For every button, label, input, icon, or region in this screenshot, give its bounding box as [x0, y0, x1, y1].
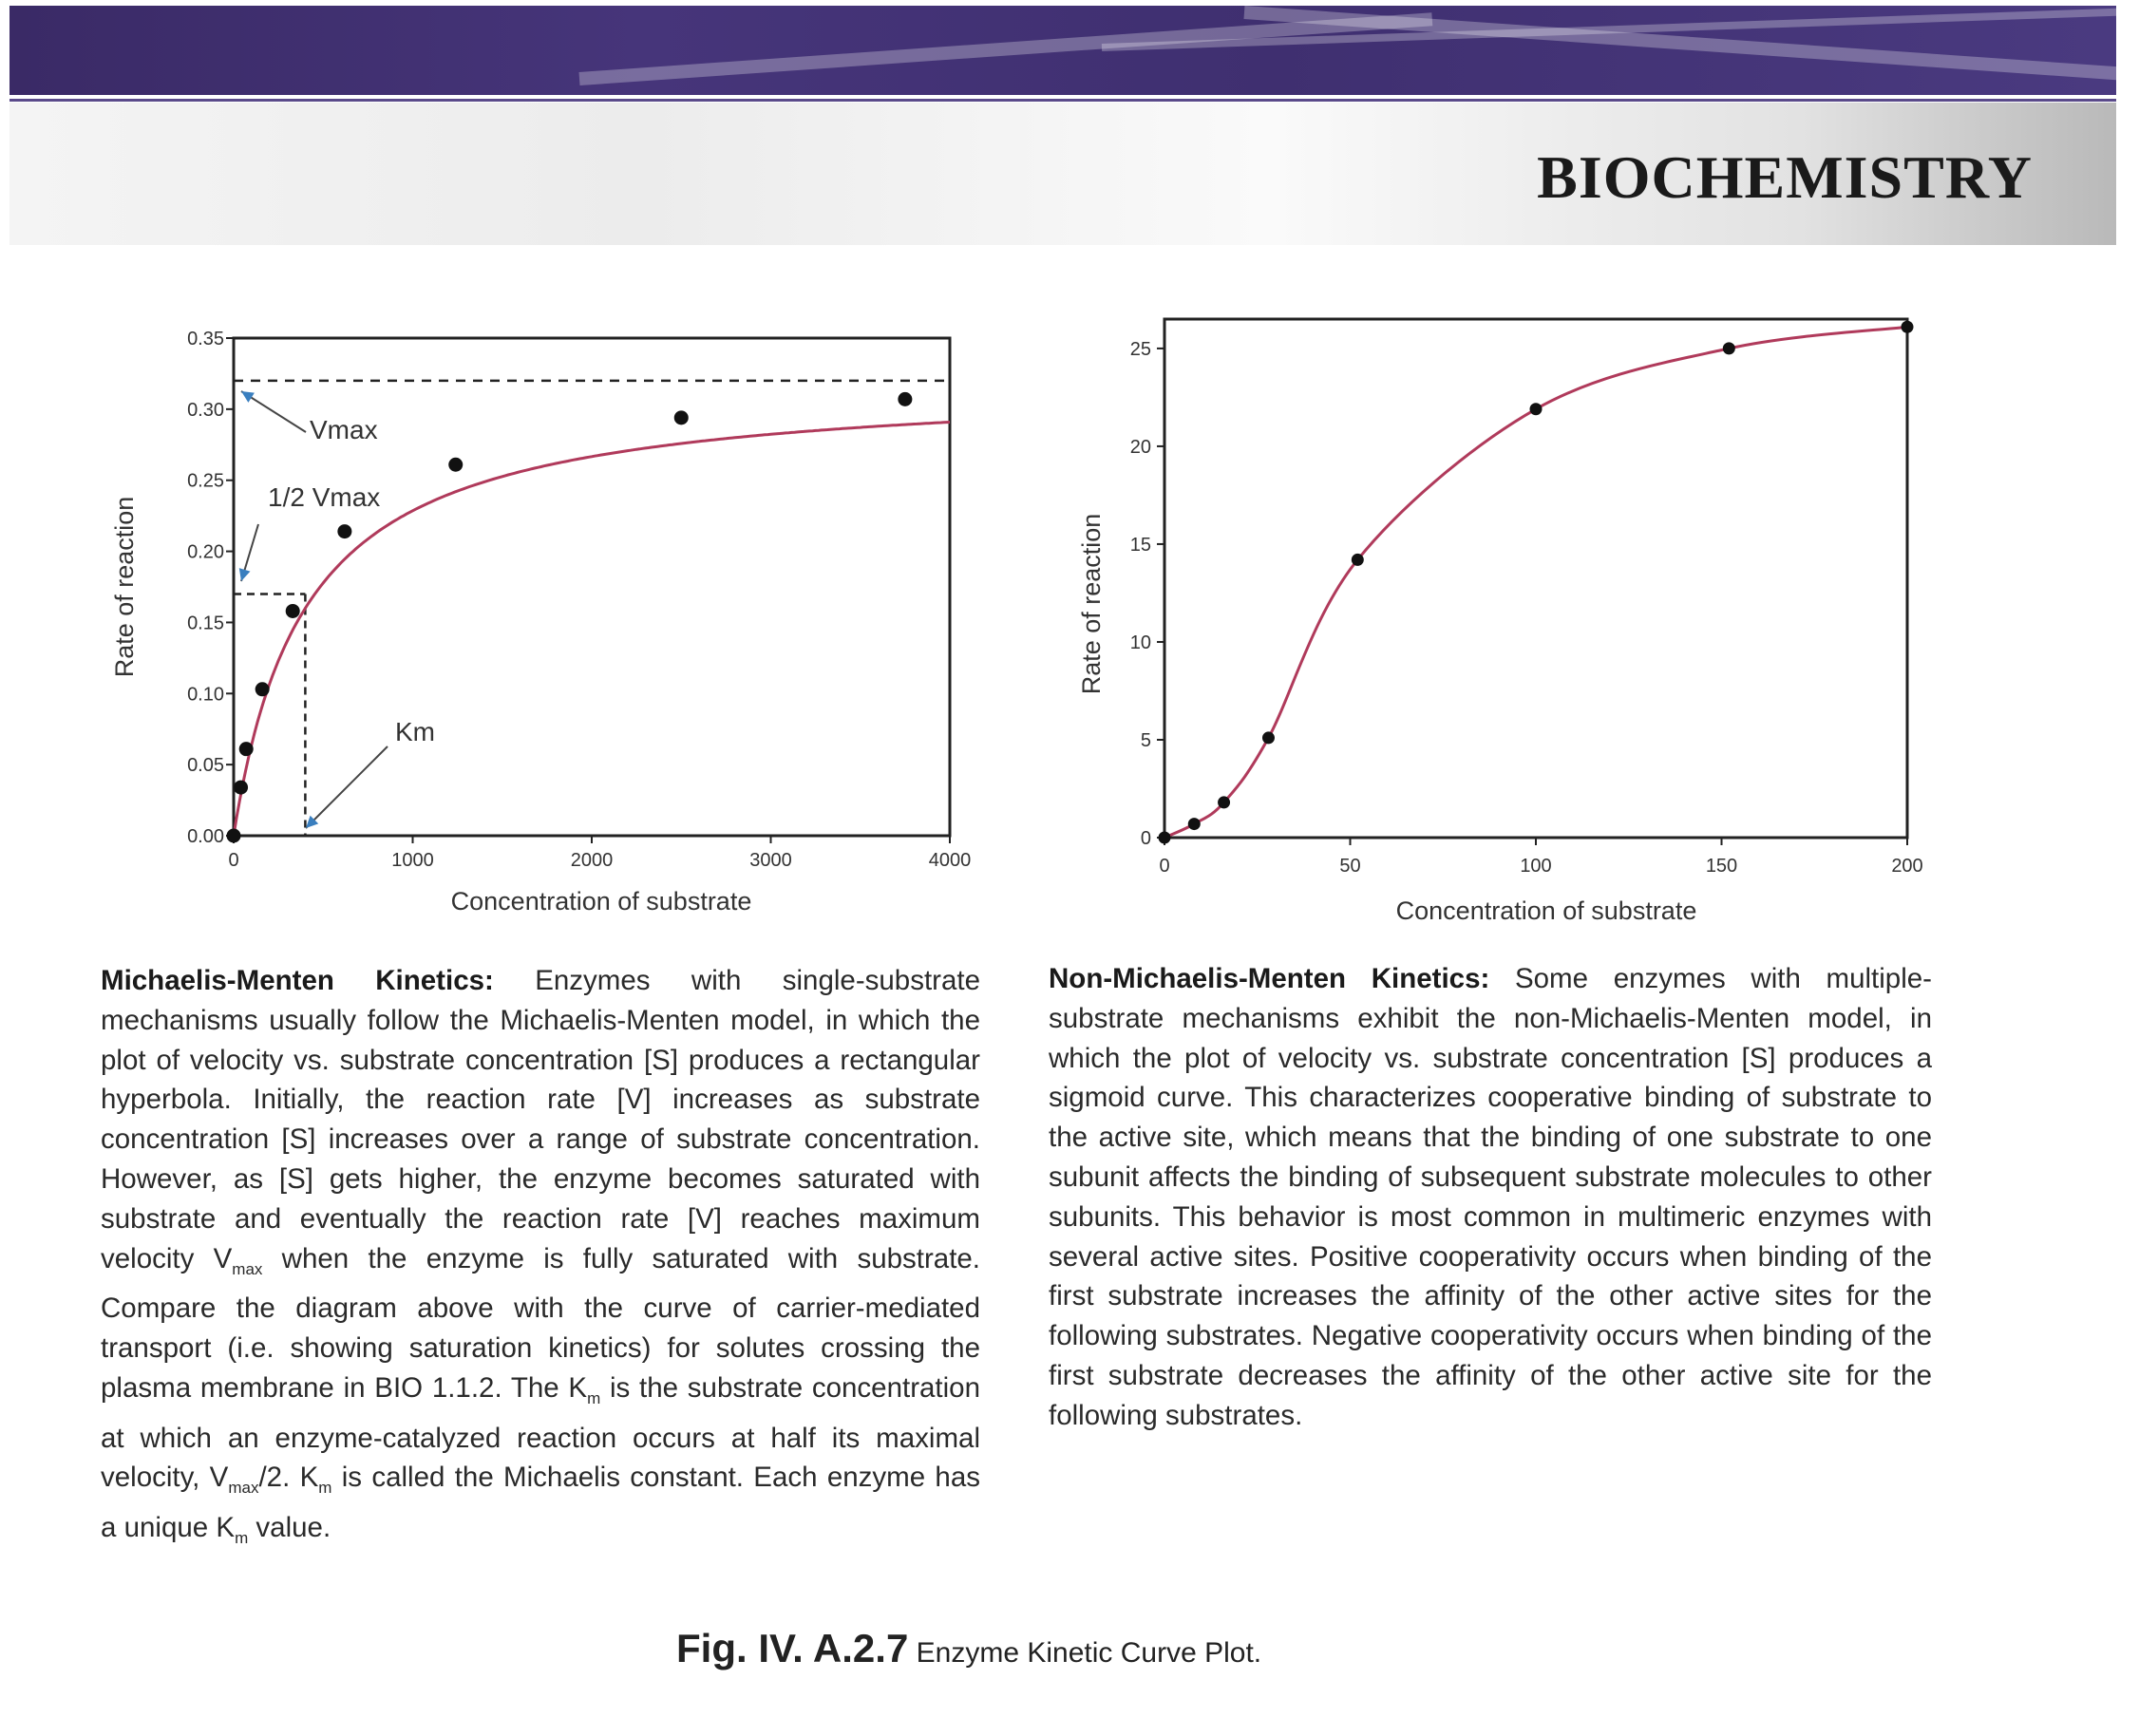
data-point [1901, 320, 1914, 333]
data-point [1261, 731, 1275, 745]
data-point [285, 603, 300, 618]
paragraph-heading: Non-Michaelis-Menten Kinetics: [1049, 963, 1490, 994]
book-title: BIOCHEMISTRY [1537, 143, 2033, 211]
michaelis-menten-chart: 0.00 0.05 0.10 0.15 0.20 0.25 0.30 0.35 0 1000 200… [110, 329, 972, 915]
x-tick-label: 3000 [749, 850, 792, 871]
y-tick-label: 25 [1130, 339, 1151, 360]
data-point [1529, 403, 1543, 416]
vmax-annotation: Vmax [310, 415, 378, 444]
figure-caption: Fig. IV. A.2.7 Enzyme Kinetic Curve Plot… [676, 1626, 1261, 1671]
y-tick-label: 20 [1130, 437, 1151, 458]
y-tick-label: 15 [1130, 535, 1151, 556]
x-tick-label: 4000 [929, 850, 972, 871]
y-axis-label: Rate of reaction [1077, 514, 1106, 695]
data-point [337, 524, 352, 539]
y-tick-label: 0.25 [187, 471, 224, 492]
x-tick-label: 2000 [571, 850, 614, 871]
x-tick-label: 0 [228, 850, 238, 871]
km-arrow-head [306, 815, 319, 828]
y-axis-label: Rate of reaction [110, 497, 139, 678]
y-tick-label: 0.05 [187, 755, 224, 776]
y-tick-label: 0.20 [187, 542, 224, 563]
y-tick-label: 0.10 [187, 684, 224, 705]
y-tick-label: 0.00 [187, 826, 224, 847]
data-point [234, 780, 249, 795]
paragraph-heading: Michaelis-Menten Kinetics: [101, 965, 494, 996]
km-annotation: Km [395, 717, 435, 746]
x-tick-label: 150 [1706, 856, 1737, 877]
x-tick-label: 1000 [391, 850, 434, 871]
half-vmax-annotation: 1/2 Vmax [268, 482, 380, 512]
data-point [448, 457, 464, 472]
data-point [673, 410, 689, 425]
y-tick-label: 0.15 [187, 613, 224, 633]
data-point [226, 828, 241, 843]
data-point [238, 742, 254, 757]
x-axis-label: Concentration of substrate [1396, 896, 1697, 925]
y-tick-label: 5 [1141, 730, 1151, 751]
vmax-arrow [240, 390, 307, 433]
plot-frame [1163, 317, 1909, 840]
figure-number: Fig. IV. A.2.7 [676, 1626, 909, 1670]
non-michaelis-menten-chart: 0 5 10 15 20 25 0 50 100 150 200 Concentration of … [1077, 317, 1923, 925]
figure-title: Enzyme Kinetic Curve Plot. [916, 1637, 1262, 1669]
x-tick-label: 0 [1159, 856, 1169, 877]
data-point [1722, 342, 1735, 355]
data-point [1218, 796, 1231, 809]
michaelis-menten-description: Michaelis-Menten Kinetics: Enzymes with … [101, 965, 980, 1547]
half-vmax-arrow-head [238, 568, 251, 581]
y-tick-label: 0.30 [187, 400, 224, 421]
header-banner [9, 6, 2116, 95]
y-tick-label: 10 [1130, 632, 1151, 653]
fit-curve [232, 421, 951, 837]
x-tick-label: 200 [1891, 856, 1922, 877]
data-point [1187, 818, 1201, 831]
header-silver-band [9, 103, 2116, 245]
y-tick-label: 0.35 [187, 329, 224, 349]
header-rule [9, 99, 2116, 102]
data-point [1351, 553, 1364, 566]
data-point [898, 391, 913, 406]
x-tick-label: 100 [1520, 856, 1551, 877]
x-axis-label: Concentration of substrate [451, 887, 752, 915]
y-tick-label: 0 [1141, 828, 1151, 849]
non-michaelis-menten-description: Non-Michaelis-Menten Kinetics: Some enzy… [1049, 963, 1932, 1431]
vmax-arrow-head [241, 391, 255, 403]
km-arrow [305, 745, 388, 829]
data-point [1158, 831, 1171, 844]
x-tick-label: 50 [1339, 856, 1360, 877]
data-point [255, 682, 270, 697]
